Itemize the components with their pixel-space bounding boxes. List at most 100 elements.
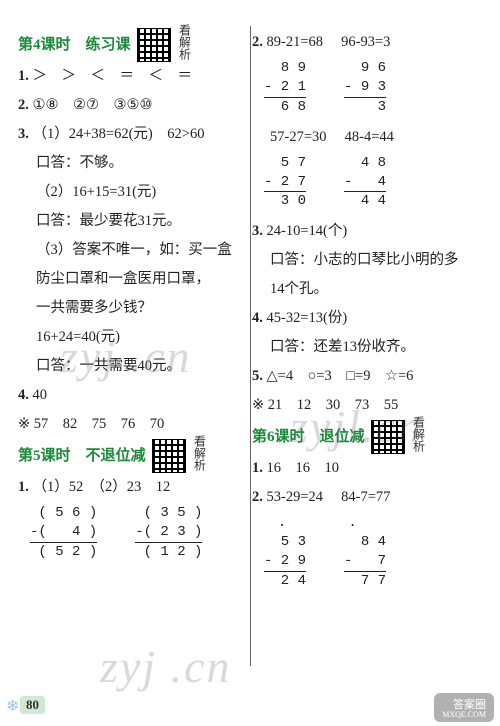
q4: 4. 40 [18,381,248,410]
r-q6-1-text: 16 16 10 [267,460,340,476]
calc2-top: 9 6 [361,60,386,76]
calc-b-bar [135,542,202,543]
q5-1-label: 1. [18,479,29,495]
r-q2-d: 48-4=44 [345,129,394,145]
calc6: . 8 4 - 7 7 7 [344,514,386,591]
r-q3: 3. 24-10=14(个) [252,217,482,246]
column-divider [250,26,251,666]
r-q4: 4. 45-32=13(份) [252,304,482,333]
calc-row-left: ( 5 6 ) -( 4 ) ( 5 2 ) ( 3 5 ) -( 2 3 ) … [18,502,248,568]
calc2-bot: 3 [378,99,386,115]
q2: 2. ①⑧ ②⑦ ③⑤⑩ [18,91,248,120]
r-q4-ans: 口答：还差13份收齐。 [252,333,482,362]
calc1-top: 8 9 [281,60,306,76]
q3-3b: 防尘口罩和一盒医用口罩， [18,265,248,294]
q5-1: 1. （1）52 （2）23 12 [18,473,248,502]
calc-a-bar [30,542,97,543]
calc-b: ( 3 5 ) -( 2 3 ) ( 1 2 ) [135,504,202,562]
q1: 1. ＞ ＞ ＜ ＝ ＜ ＝ [18,62,248,91]
q3-3a: （3）答案不唯一，如：买一盒 [18,236,248,265]
q3-3c: 一共需要多少钱？ [18,294,248,323]
calc1-bar [264,97,306,98]
calc-a-bot: ( 5 2 ) [38,544,97,560]
calc2-bar [344,97,386,98]
calc3-mid: - 2 7 [264,174,306,190]
q5-1-text: （1）52 （2）23 12 [33,479,171,495]
qr-wrap-1: 看解析 [137,28,171,62]
calc4-bot: 4 4 [361,193,386,209]
r-q3-label: 3. [252,223,263,239]
calc-row-r1: 8 9 - 2 1 6 8 9 6 - 9 3 3 [252,57,482,123]
calc-a: ( 5 6 ) -( 4 ) ( 5 2 ) [30,504,97,562]
calc4: 4 8 - 4 4 4 [344,154,386,212]
lesson6-header: 第6课时 退位减 看解析 [252,420,482,454]
calc4-top: 4 8 [361,155,386,171]
q3-2: （2）16+15=31(元) [18,178,248,207]
calc6-mid: - 7 [344,553,386,569]
r-q3-ans-a: 口答：小志的口琴比小明的多 [252,246,482,275]
r-q3-ans-b: 14个孔。 [252,275,482,304]
q1-text: ＞ ＞ ＜ ＝ ＜ ＝ [33,68,193,84]
qr-label: 看解析 [411,416,424,452]
calc5-bot: 2 4 [281,573,306,589]
r-q2-cd: 57-27=30 48-4=44 [252,123,482,152]
q3-1: （1）24+38=62(元) 62>60 [33,126,205,142]
right-column: 2. 89-21=68 96-93=3 8 9 - 2 1 6 8 9 6 - … [252,28,482,597]
r-q2-label: 2. [252,34,263,50]
calc-b-mid: -( 2 3 ) [135,524,202,540]
calc4-mid: - 4 [344,174,386,190]
calc5-bar [264,571,306,572]
badge-bottom: MXQE.COM [442,711,486,720]
qr-icon [371,420,405,454]
calc-row-r2: 5 7 - 2 7 3 0 4 8 - 4 4 4 [252,152,482,218]
lesson4-title: 第4课时 练习课 [18,30,131,60]
q3-1-ans: 口答：不够。 [18,149,248,178]
r-q5-label: 5. [252,368,263,384]
calc2: 9 6 - 9 3 3 [344,59,386,117]
calc-b-top: ( 3 5 ) [144,505,203,521]
calc6-bar [344,571,386,572]
calc3: 5 7 - 2 7 3 0 [264,154,306,212]
left-column: 第4课时 练习课 看解析 1. ＞ ＞ ＜ ＝ ＜ ＝ 2. ①⑧ ②⑦ ③⑤⑩… [18,28,248,597]
r-q5-text: △=4 ○=3 □=9 ☆=6 [267,368,414,384]
calc5-top: 5 3 [281,534,306,550]
r-q2-b: 96-93=3 [341,34,390,50]
q3: 3. （1）24+38=62(元) 62>60 [18,120,248,149]
calc6-bot: 7 7 [361,573,386,589]
calc-a-mid: -( 4 ) [30,524,97,540]
calc2-mid: - 9 3 [344,79,386,95]
r-q4-text: 45-32=13(份) [267,310,348,326]
r-q6-2-b: 84-7=77 [341,489,390,505]
q3-3d: 16+24=40(元) [18,323,248,352]
snowflake-icon: ❄ [6,696,19,716]
star-right: ※ 21 12 30 73 55 [252,391,482,420]
lesson5-title: 第5课时 不退位减 [18,441,146,471]
calc5-dot: . [268,515,306,531]
qr-icon [152,439,186,473]
calc5: . 5 3 - 2 9 2 4 [264,514,306,591]
lesson6-title: 第6课时 退位减 [252,422,365,452]
r-q5: 5. △=4 ○=3 □=9 ☆=6 [252,362,482,391]
calc-b-bot: ( 1 2 ) [144,544,203,560]
qr-icon [137,28,171,62]
watermark-3: zyj .cn [100,640,232,693]
r-q6-2-label: 2. [252,489,263,505]
calc-a-top: ( 5 6 ) [38,505,97,521]
calc3-top: 5 7 [281,155,306,171]
calc6-dot: . [348,515,386,531]
calc6-top: 8 4 [361,534,386,550]
calc1-mid: - 2 1 [264,79,306,95]
q3-2-ans: 口答：最少要花31元。 [18,207,248,236]
calc1-bot: 6 8 [281,99,306,115]
qr-wrap-3: 看解析 [371,420,405,454]
calc-row-r3: . 5 3 - 2 9 2 4 . 8 4 - 7 7 7 [252,512,482,597]
q3-label: 3. [18,126,29,142]
qr-wrap-2: 看解析 [152,439,186,473]
r-q2: 2. 89-21=68 96-93=3 [252,28,482,57]
r-q6-2: 2. 53-29=24 84-7=77 [252,483,482,512]
qr-label: 看解析 [177,24,190,60]
r-q2-a: 89-21=68 [267,34,324,50]
r-q6-1: 1. 16 16 10 [252,454,482,483]
source-badge: 答案圈 MXQE.COM [434,693,494,722]
r-q3-text: 24-10=14(个) [267,223,348,239]
